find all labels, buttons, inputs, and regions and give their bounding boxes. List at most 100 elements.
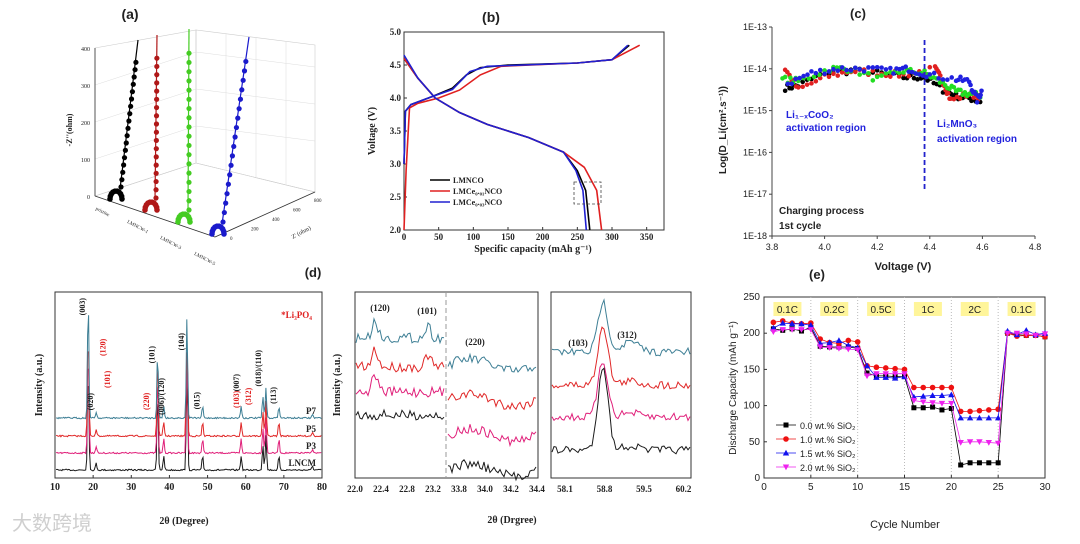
data-point [186,78,192,84]
peak-label: (101) [417,306,437,316]
data-point [863,373,871,380]
axis-title: Voltage (V) [875,261,932,273]
data-point [835,345,843,352]
data-point [903,64,908,69]
data-point [866,65,871,70]
data-point [804,82,810,87]
data-point [793,76,798,82]
data-point [958,74,963,80]
tick-label: 400 [272,218,280,223]
data-point [121,155,128,161]
data-point [783,436,789,442]
peak-label: (120) [99,338,108,356]
data-point [873,364,880,371]
data-point [154,80,160,86]
data-point [896,74,902,79]
zoom-trace [447,459,537,482]
data-point [811,74,817,80]
data-point [153,162,159,168]
tick-label: 0 [230,237,233,242]
zoom-trace [447,424,537,448]
data-point [153,154,159,160]
data-point [967,408,973,415]
data-point [1004,330,1011,337]
data-point [940,77,946,82]
tick-label: 4.6 [976,242,989,252]
axis-title: Cycle Number [870,519,940,531]
data-point [186,59,192,66]
data-point [974,100,980,105]
tick-label: 200 [81,121,90,127]
tick-label: 1E-18 [743,231,767,241]
data-point [221,231,227,237]
data-point [929,392,936,398]
data-point [920,405,926,411]
data-point [241,68,248,74]
panel-d: (d) 10 20 30 40 50 60 70 80 2θ (Degree) Intensity … [34,265,327,527]
data-point [240,77,246,83]
data-point [1023,327,1030,333]
data-point [800,79,805,85]
data-point [186,142,192,149]
data-point [920,399,927,406]
data-point [233,124,240,131]
legend-label: LMNCO [453,176,484,185]
data-point [976,407,983,414]
back-right-plane [195,29,316,193]
legend-note: *Li₃PO₄ [281,310,312,320]
tick-label: 22.0 [347,484,363,494]
data-point [223,200,229,206]
data-point [782,88,788,94]
tick-label: 50 [203,482,213,493]
data-point [129,89,136,95]
data-point [120,169,126,175]
floor-plane [94,162,316,238]
tick-label: 200 [743,328,760,339]
data-point [945,77,950,83]
tick-label: 4.0 [818,242,831,252]
axis-title: -Z''(ohm) [65,113,74,146]
data-point [920,392,927,399]
panel-label: (e) [809,267,825,282]
data-point [888,65,893,71]
data-point [976,460,982,466]
annotation: Li₁₋ₓCoO₂ [786,110,834,121]
series-label: LMNCW-3 [159,236,182,251]
series-3 [770,327,1049,447]
data-point [797,75,802,81]
legend-label: 1.5 wt.% SiO₂ [800,449,856,459]
data-point [817,344,824,351]
tick-label: 60.2 [676,484,692,494]
plot-frame [54,291,323,479]
data-point [985,440,992,446]
xrd-trace [55,351,322,438]
data-point [857,66,862,72]
axis-title: Specific capacity (mAh g⁻¹) [474,244,591,255]
panel-c: (c) 3.8 4.0 4.2 4.4 4.6 4.8 1E-18 1E-17 1E-16 1E-1… [718,6,1041,273]
panel-e: (e) 0 5 10 15 20 25 30 0 50 100 150 200 250 Cycle Numb… [728,267,1051,531]
data-point [835,73,841,78]
tick-label: 4.8 [1029,242,1042,252]
panel-label: (a) [121,6,138,22]
xrd-trace [56,385,322,472]
data-point [831,71,836,77]
gridline [94,88,197,123]
xrd-trace [56,315,322,420]
data-point [128,103,134,109]
annotation: activation region [786,123,866,134]
data-point [870,78,876,83]
series-1: LMNCW-1 [126,34,160,235]
tick-label: 70 [279,482,289,493]
panel-d-zoom: 22.0 22.4 22.8 23.2 33.8 34.0 34.2 34.4 58.1 58.8… [332,291,692,526]
data-point [232,134,238,140]
axis-title: Log(D_Li(cm².s⁻¹)) [718,86,729,174]
data-point [835,68,841,73]
tick-label: 1C [922,305,935,316]
panel-b: (b) 0 50 100 150 200 250 300 350 2.0 2.5 3.0 3.5 4.0 4… [367,9,665,255]
data-point [128,96,135,102]
data-point [948,400,955,407]
data-point [770,329,777,335]
data-point [153,104,160,111]
real-axis [214,191,316,238]
